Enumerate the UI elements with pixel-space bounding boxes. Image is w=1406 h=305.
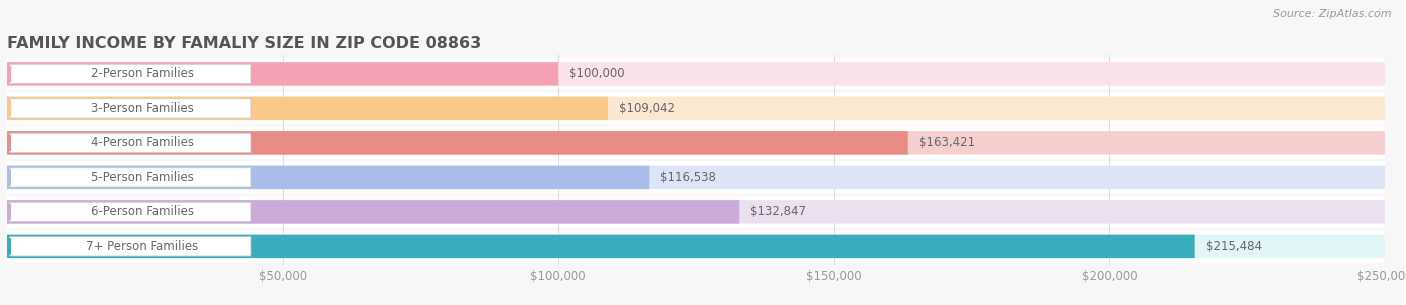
FancyBboxPatch shape <box>7 131 908 155</box>
Text: 5-Person Families: 5-Person Families <box>91 171 194 184</box>
FancyBboxPatch shape <box>7 161 1385 194</box>
FancyBboxPatch shape <box>7 200 740 224</box>
FancyBboxPatch shape <box>10 168 250 187</box>
Text: $163,421: $163,421 <box>918 136 974 149</box>
FancyBboxPatch shape <box>10 64 250 84</box>
FancyBboxPatch shape <box>7 235 1385 258</box>
Text: Source: ZipAtlas.com: Source: ZipAtlas.com <box>1274 9 1392 19</box>
Text: 3-Person Families: 3-Person Families <box>91 102 194 115</box>
Text: $215,484: $215,484 <box>1206 240 1261 253</box>
FancyBboxPatch shape <box>10 202 250 221</box>
Text: $109,042: $109,042 <box>619 102 675 115</box>
Text: 7+ Person Families: 7+ Person Families <box>86 240 198 253</box>
FancyBboxPatch shape <box>7 92 1385 124</box>
Text: 4-Person Families: 4-Person Families <box>91 136 194 149</box>
FancyBboxPatch shape <box>7 97 607 120</box>
FancyBboxPatch shape <box>7 62 558 86</box>
Text: $100,000: $100,000 <box>569 67 624 81</box>
FancyBboxPatch shape <box>7 58 1385 90</box>
FancyBboxPatch shape <box>7 127 1385 159</box>
FancyBboxPatch shape <box>7 230 1385 263</box>
Text: 6-Person Families: 6-Person Families <box>91 205 194 218</box>
FancyBboxPatch shape <box>7 235 1195 258</box>
Text: FAMILY INCOME BY FAMALIY SIZE IN ZIP CODE 08863: FAMILY INCOME BY FAMALIY SIZE IN ZIP COD… <box>7 36 481 51</box>
FancyBboxPatch shape <box>10 237 250 256</box>
Text: $132,847: $132,847 <box>751 205 806 218</box>
Text: $116,538: $116,538 <box>661 171 716 184</box>
FancyBboxPatch shape <box>10 133 250 152</box>
Text: 2-Person Families: 2-Person Families <box>91 67 194 81</box>
FancyBboxPatch shape <box>7 196 1385 228</box>
FancyBboxPatch shape <box>7 62 1385 86</box>
FancyBboxPatch shape <box>7 97 1385 120</box>
FancyBboxPatch shape <box>7 200 1385 224</box>
FancyBboxPatch shape <box>7 166 1385 189</box>
FancyBboxPatch shape <box>7 131 1385 155</box>
FancyBboxPatch shape <box>7 166 650 189</box>
FancyBboxPatch shape <box>10 99 250 118</box>
